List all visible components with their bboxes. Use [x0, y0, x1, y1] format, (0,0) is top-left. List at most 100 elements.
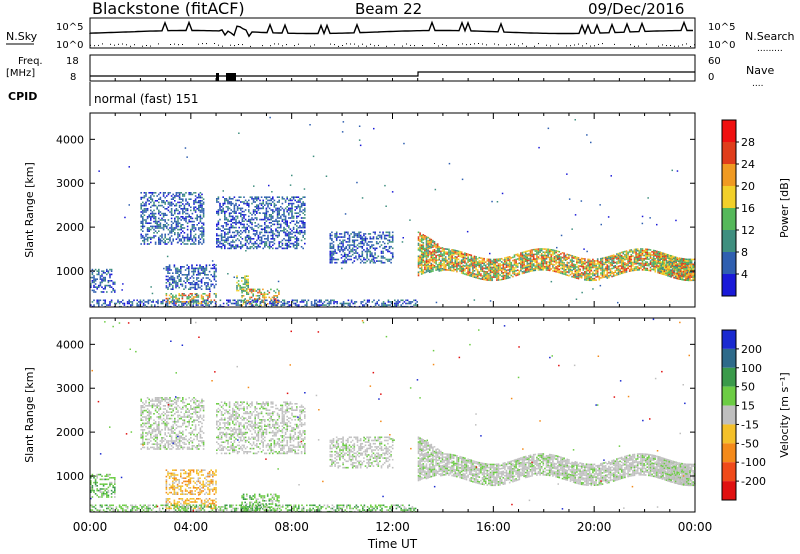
pixel [420, 260, 423, 262]
nsearch-dot [142, 45, 143, 47]
pixel [115, 302, 118, 305]
pixel [150, 198, 152, 200]
pixel [296, 244, 298, 246]
pixel [167, 201, 170, 204]
pixel [267, 218, 269, 221]
pixel [616, 253, 618, 255]
pixel [262, 212, 264, 214]
pixel [636, 257, 639, 260]
pixel [457, 250, 460, 253]
pixel [617, 272, 620, 274]
pixel [142, 212, 144, 215]
pixel [304, 202, 306, 205]
pixel [611, 259, 613, 262]
pixel [387, 258, 389, 261]
pixel [183, 243, 186, 245]
pixel [186, 304, 188, 306]
pixel [99, 299, 102, 302]
pixel [272, 304, 274, 306]
pixel [225, 198, 228, 200]
pixel [518, 273, 521, 276]
pixel [191, 283, 193, 286]
pixel [236, 281, 238, 284]
pixel [475, 256, 477, 258]
nsearch-dot [466, 44, 467, 46]
pixel [200, 302, 203, 305]
pixel [296, 222, 298, 224]
pixel [154, 212, 157, 215]
pixel [236, 207, 239, 210]
pixel [293, 302, 295, 305]
pixel [652, 267, 655, 269]
pixel [419, 258, 421, 260]
pixel [335, 236, 338, 238]
pixel [484, 272, 487, 275]
pixel [208, 304, 210, 306]
pixel [489, 277, 492, 280]
pixel [507, 272, 509, 274]
pixel [96, 288, 98, 290]
pixel [428, 250, 431, 253]
pixel [94, 268, 97, 271]
pixel [143, 219, 146, 221]
pixel [331, 253, 333, 256]
pixel [424, 254, 426, 256]
pixel [233, 212, 236, 214]
pixel [251, 218, 253, 221]
pixel [256, 199, 258, 202]
pixel [252, 230, 255, 232]
pixel [148, 230, 150, 232]
pixel [222, 202, 224, 205]
pixel [563, 265, 565, 267]
pixel [625, 258, 628, 260]
pixel [265, 202, 268, 205]
pixel [146, 200, 149, 202]
pixel [142, 217, 144, 220]
pixel [548, 268, 551, 270]
pixel [252, 198, 255, 200]
nsearch-dot [546, 44, 547, 46]
pixel [588, 276, 591, 278]
pixel [475, 265, 477, 268]
pixel [200, 282, 203, 284]
pixel [588, 269, 591, 272]
pixel [245, 285, 248, 287]
pixel [342, 236, 344, 238]
pixel [424, 247, 426, 250]
pixel [420, 249, 423, 251]
pixel [552, 249, 554, 251]
pixel [385, 249, 388, 251]
pixel [240, 299, 242, 302]
pixel [419, 232, 421, 234]
pixel [478, 266, 481, 269]
pixel [198, 206, 200, 208]
pixel [483, 264, 485, 266]
pixel [167, 233, 170, 236]
pixel [300, 239, 303, 242]
pixel [235, 212, 237, 214]
pixel [150, 241, 152, 244]
pixel [507, 275, 509, 278]
pixel [579, 258, 581, 261]
pixel [200, 280, 203, 282]
pixel [291, 230, 293, 232]
pixel [169, 192, 171, 194]
pixel [236, 217, 239, 219]
pixel [175, 286, 177, 289]
pixel [518, 272, 521, 274]
pixel [484, 267, 487, 270]
pixel [291, 233, 293, 235]
pixel [369, 255, 372, 258]
pixel [109, 286, 111, 288]
pixel [282, 302, 284, 305]
pixel [227, 304, 230, 306]
pixel [228, 196, 231, 198]
pixel [356, 234, 359, 237]
pixel [507, 256, 509, 258]
pixel [207, 302, 209, 305]
pixel [553, 260, 556, 263]
pixel [265, 296, 267, 299]
pixel [270, 215, 272, 218]
pixel [186, 278, 188, 281]
